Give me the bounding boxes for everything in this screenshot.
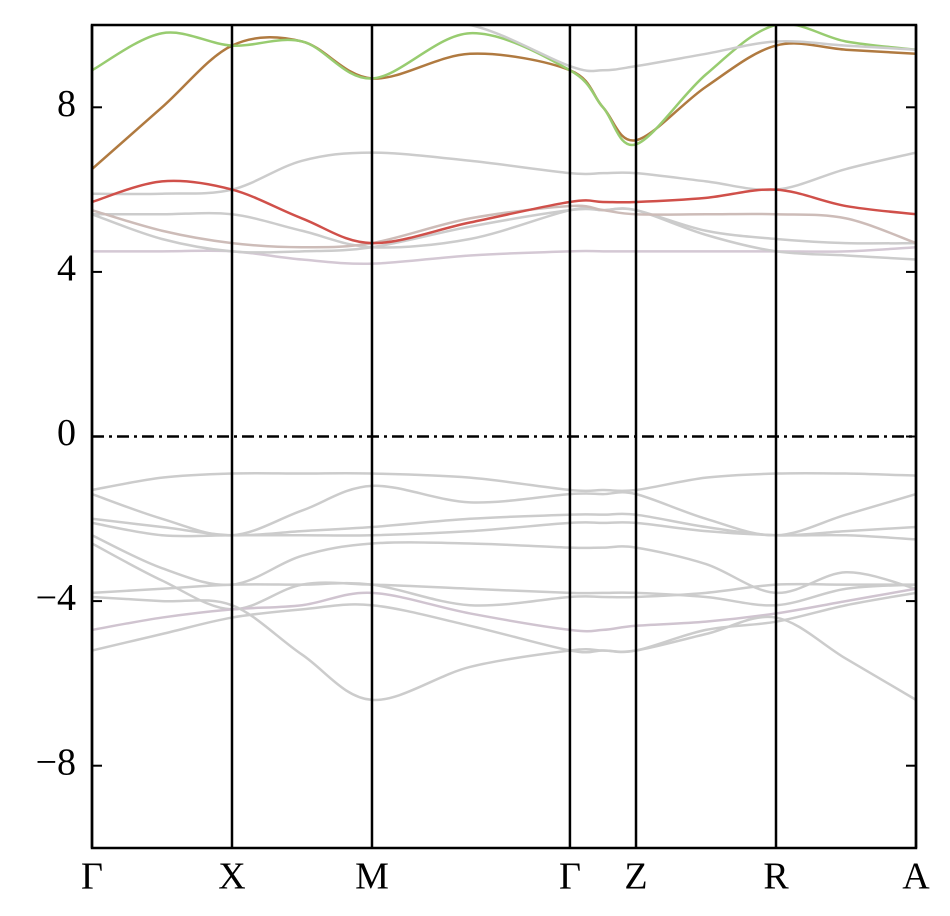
band-line <box>92 151 916 196</box>
x-tick-label: M <box>355 856 389 898</box>
y-tick-label: −4 <box>36 577 76 619</box>
x-tick-label: X <box>218 856 245 898</box>
band-line <box>92 471 916 493</box>
band-line <box>92 542 916 611</box>
y-tick-label: 8 <box>57 83 76 125</box>
band-line <box>92 521 916 541</box>
band-line <box>92 25 916 73</box>
x-tick-label: R <box>763 856 789 898</box>
band-line <box>92 36 916 170</box>
x-tick-label: Γ <box>81 856 103 898</box>
y-tick-label: −8 <box>36 741 76 783</box>
y-tick-label: 0 <box>57 412 76 454</box>
band-line <box>92 595 916 702</box>
x-tick-label: Z <box>624 856 647 898</box>
band-line <box>92 587 916 633</box>
x-tick-label: Γ <box>559 856 581 898</box>
x-tick-label: A <box>902 856 930 898</box>
bands <box>92 25 916 702</box>
y-tick-label: 4 <box>57 248 76 290</box>
